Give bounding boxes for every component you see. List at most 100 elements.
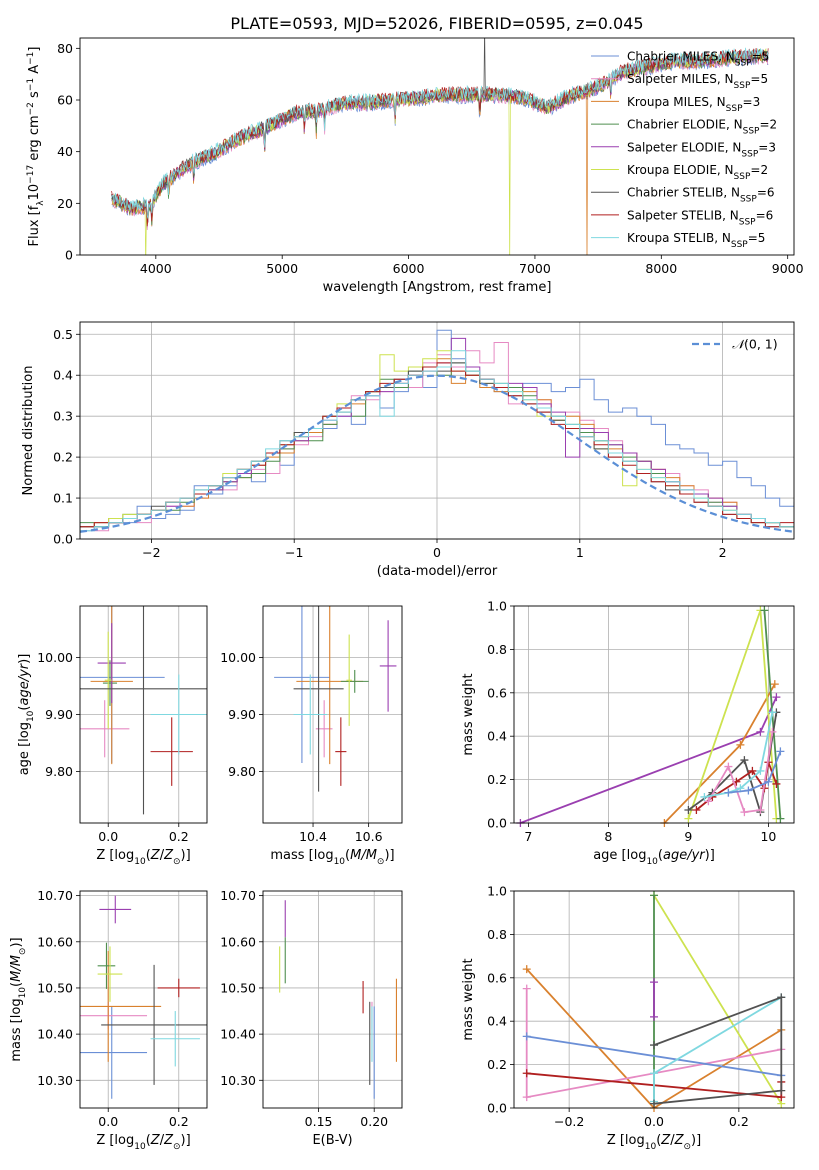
y-tick-label: 0.0 xyxy=(487,1101,507,1116)
x-tick-label: 1 xyxy=(576,545,584,560)
legend-label-chabrier_miles: Chabrier MILES, NSSP=5 xyxy=(627,50,769,69)
spectrum-line-kroupa_stelib xyxy=(111,47,769,219)
mass-weight-vs-metallicity-panel: −0.2 0.0 0.2 0.0 0.2 0.4 0.6 0.8 1.0 Z [log10(Z/Z… xyxy=(461,884,795,1152)
y-tick-label: 10.50 xyxy=(220,980,256,995)
legend-label-chabrier_stelib: Chabrier STELIB, NSSP=6 xyxy=(627,186,775,205)
x-tick-label: 0 xyxy=(433,545,441,560)
x-axis-label: Z [log10(Z/Z⊙)] xyxy=(96,1133,190,1152)
axes-frame xyxy=(513,890,795,1109)
x-tick-label: 0.2 xyxy=(729,1114,749,1129)
y-tick-label: 0.2 xyxy=(487,1057,507,1072)
weight-marker-salpeter_stelib xyxy=(692,805,701,814)
histogram-kroupa_miles xyxy=(80,358,794,539)
x-tick-label: 0.0 xyxy=(98,829,118,844)
x-axis-label: Z [log10(Z/Z⊙)] xyxy=(96,848,190,867)
histogram-chabrier_miles xyxy=(80,329,794,539)
weight-marker-salpeter_miles xyxy=(756,805,765,814)
y-tick-label: 40 xyxy=(57,144,73,159)
weight-marker-kroupa_miles xyxy=(736,740,745,749)
x-tick-label: 7 xyxy=(524,829,532,844)
spectrum-line-kroupa_elodie xyxy=(111,47,769,255)
y-tick-label: 10.30 xyxy=(220,1073,256,1088)
x-tick-label: −0.2 xyxy=(554,1114,584,1129)
histogram-chabrier_elodie xyxy=(80,362,794,539)
weight-line-chabrier_stelib xyxy=(653,996,783,1105)
y-axis-label: Normed distribution xyxy=(21,366,36,496)
legend-label-chabrier_elodie: Chabrier ELODIE, NSSP=2 xyxy=(627,118,777,137)
weight-marker-salpeter_elodie xyxy=(772,693,781,702)
histogram-salpeter_stelib xyxy=(80,362,794,539)
legend-label-kroupa_elodie: Kroupa ELODIE, NSSP=2 xyxy=(627,163,768,182)
y-tick-label: 0.2 xyxy=(487,772,507,787)
x-tick-label: 0.2 xyxy=(169,829,189,844)
y-tick-label: 0.8 xyxy=(487,927,507,942)
x-tick-label: 8 xyxy=(604,829,612,844)
histogram-kroupa_stelib xyxy=(80,350,794,539)
weight-marker-kroupa_stelib xyxy=(768,708,777,717)
weight-marker-salpeter_stelib xyxy=(522,1069,531,1078)
x-tick-label: −1 xyxy=(285,545,303,560)
weight-marker-kroupa_miles xyxy=(522,965,531,974)
y-tick-label: 9.80 xyxy=(228,764,256,779)
y-tick-label: 0.8 xyxy=(487,642,507,657)
x-axis-label: age [log10(age/yr)] xyxy=(593,848,715,867)
weight-marker-kroupa_stelib xyxy=(700,792,709,801)
x-tick-label: 10 xyxy=(760,829,776,844)
axes-frame xyxy=(513,605,795,824)
y-tick-label: 1.0 xyxy=(487,884,507,899)
y-tick-label: 10.00 xyxy=(37,650,73,665)
x-axis-label: E(B-V) xyxy=(312,1133,352,1148)
weight-marker-salpeter_miles xyxy=(522,984,531,993)
histogram-salpeter_miles xyxy=(80,342,794,539)
figure-title: PLATE=0593, MJD=52026, FIBERID=0595, z=0… xyxy=(230,14,643,33)
y-tick-label: 0.3 xyxy=(53,409,73,424)
axes-frame xyxy=(262,890,403,1109)
weight-marker-chabrier_miles xyxy=(724,788,733,797)
legend-label-kroupa_miles: Kroupa MILES, NSSP=3 xyxy=(627,95,760,114)
axes-frame xyxy=(262,605,403,824)
weight-line-salpeter_elodie xyxy=(520,696,778,823)
y-axis-label: Flux [fλ10−17 erg cm−2 s−1 A−1] xyxy=(26,47,46,247)
x-tick-label: 10.4 xyxy=(299,829,327,844)
x-tick-label: 9 xyxy=(684,829,692,844)
weight-marker-kroupa_elodie xyxy=(684,814,693,823)
legend-label-salpeter_miles: Salpeter MILES, NSSP=5 xyxy=(627,72,768,91)
weight-marker-salpeter_elodie xyxy=(756,727,765,736)
x-tick-label: 0.0 xyxy=(98,1114,118,1129)
x-tick-label: 0.20 xyxy=(360,1114,388,1129)
x-tick-label: 5000 xyxy=(266,261,298,276)
y-axis-label: age [log10(age/yr)] xyxy=(17,654,36,776)
y-tick-label: 60 xyxy=(57,93,73,108)
weight-marker-salpeter_miles xyxy=(724,762,733,771)
weight-marker-chabrier_stelib xyxy=(777,1086,786,1095)
weight-line-kroupa_miles xyxy=(526,968,782,1108)
axes-frame xyxy=(79,605,208,824)
x-tick-label: 0.0 xyxy=(644,1114,664,1129)
y-tick-label: 0.4 xyxy=(53,368,73,383)
weight-line-chabrier_miles xyxy=(728,751,782,794)
y-tick-label: 0.1 xyxy=(53,491,73,506)
weight-marker-chabrier_elodie xyxy=(760,606,769,615)
weight-marker-chabrier_stelib xyxy=(740,756,749,765)
weight-marker-chabrier_elodie xyxy=(650,891,658,900)
age-vs-metallicity-panel: 0.0 0.2 9.80 9.90 10.00 Z [log10(Z/Z⊙)] age [l… xyxy=(17,605,208,867)
mass-weight-vs-age-panel: 7 8 9 10 0.0 0.2 0.4 0.6 0.8 1.0 age [log10(age/yr… xyxy=(461,599,795,867)
y-tick-label: 0 xyxy=(65,248,73,263)
weight-marker-chabrier_miles xyxy=(744,786,753,795)
weight-marker-salpeter_miles xyxy=(704,797,713,806)
x-tick-label: 9000 xyxy=(772,261,804,276)
axes-frame xyxy=(79,321,795,540)
y-tick-label: 0.4 xyxy=(487,729,507,744)
mass-vs-metallicity-panel: 0.0 0.2 10.30 10.40 10.50 10.60 10.70 Z [log10(… xyxy=(9,888,208,1152)
weight-marker-salpeter_elodie xyxy=(650,1012,658,1021)
y-tick-label: 10.50 xyxy=(37,980,73,995)
weight-marker-salpeter_stelib xyxy=(748,766,757,775)
weight-marker-chabrier_miles xyxy=(522,1032,531,1041)
weight-marker-salpeter_elodie xyxy=(650,978,658,987)
weight-marker-salpeter_miles xyxy=(740,808,749,817)
x-tick-label: 0.2 xyxy=(169,1114,189,1129)
x-tick-label: −2 xyxy=(142,545,160,560)
axes-frame xyxy=(79,37,795,256)
legend-label-kroupa_stelib: Kroupa STELIB, NSSP=5 xyxy=(627,231,765,250)
y-tick-label: 9.90 xyxy=(228,707,256,722)
